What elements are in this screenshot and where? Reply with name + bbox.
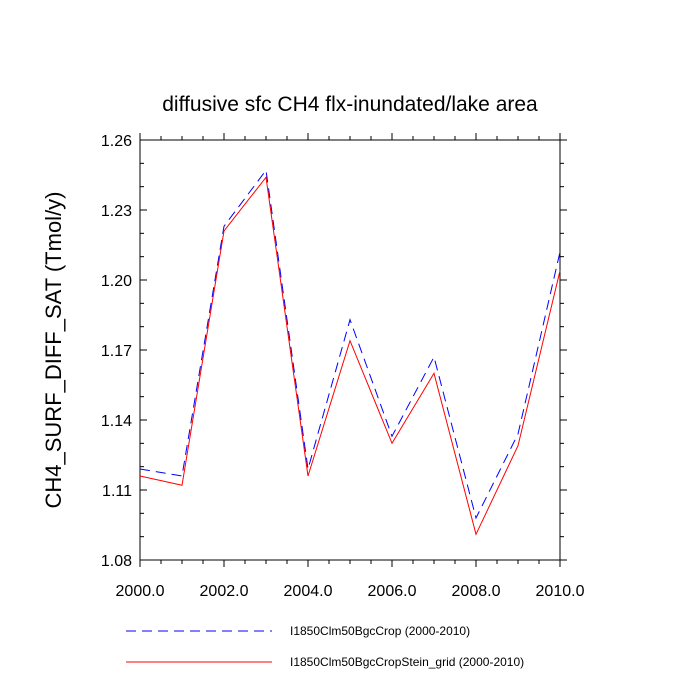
y-tick-label: 1.23	[101, 203, 132, 220]
y-tick-label: 1.26	[101, 133, 132, 150]
series-line-2	[139, 176, 561, 536]
y-tick-label: 1.20	[101, 273, 132, 290]
y-tick-label: 1.14	[101, 413, 132, 430]
y-tick-label: 1.11	[102, 483, 132, 500]
legend: I1850Clm50BgcCrop (2000-2010) I1850Clm50B…	[126, 624, 524, 669]
chart-title: diffusive sfc CH4 flx-inundated/lake are…	[162, 93, 538, 116]
series-lines	[139, 169, 561, 536]
legend-label-2: I1850Clm50BgcCropStein_grid (2000-2010)	[290, 655, 524, 669]
x-tick-label: 2000.0	[116, 583, 165, 600]
y-tick-label: 1.17	[101, 343, 132, 360]
x-tick-label: 2002.0	[200, 583, 249, 600]
x-tick-label: 2010.0	[536, 583, 585, 600]
x-tick-label: 2008.0	[452, 583, 501, 600]
series-line-1	[139, 169, 561, 520]
x-tick-label: 2006.0	[368, 583, 417, 600]
y-tick-label: 1.08	[101, 553, 132, 570]
plot-frame	[139, 139, 561, 561]
x-tick-label: 2004.0	[284, 583, 333, 600]
legend-label-1: I1850Clm50BgcCrop (2000-2010)	[290, 624, 470, 638]
y-axis-label: CH4_SURF_DIFF_SAT (Tmol/y)	[41, 191, 66, 508]
axis-ticks: 1.08 1.11 1.14 1.17 1.20 1.23 1.26 2000.0 2002.0…	[101, 133, 585, 600]
